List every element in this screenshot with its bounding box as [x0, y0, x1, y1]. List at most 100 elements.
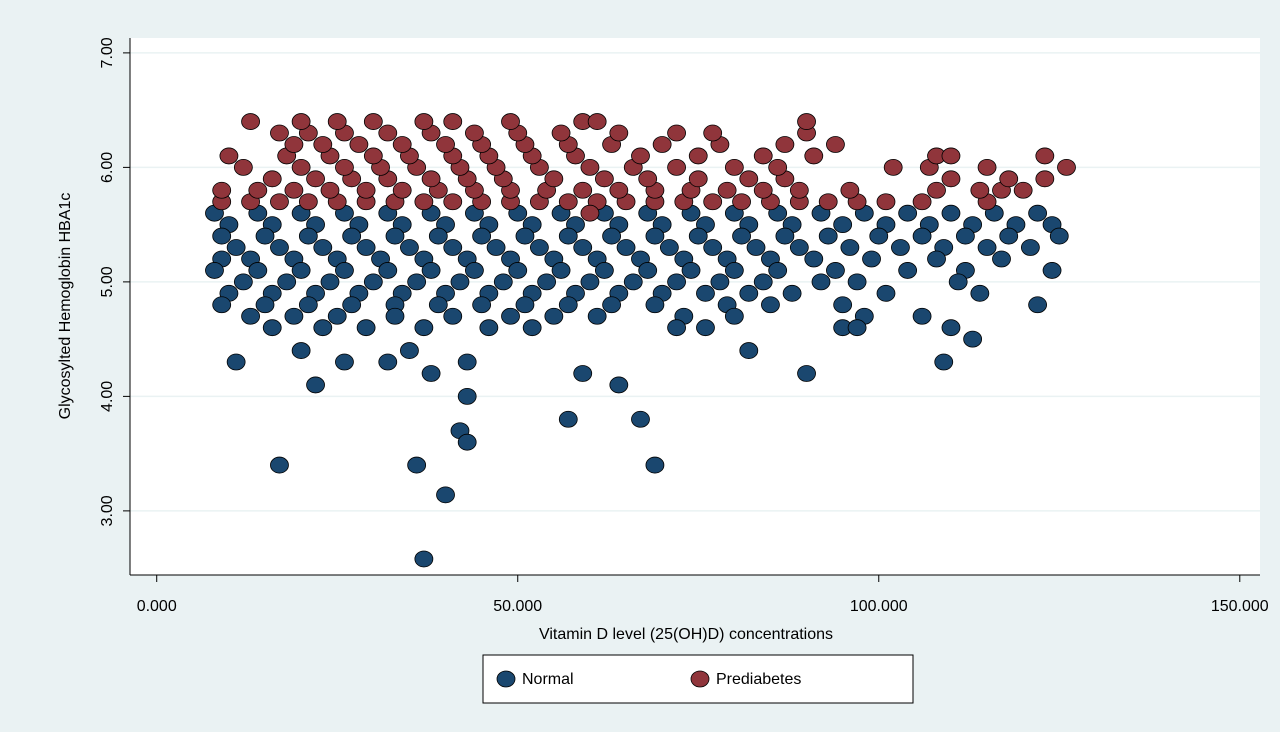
point	[248, 262, 268, 279]
point	[428, 227, 448, 245]
point	[782, 284, 802, 302]
plot-area	[130, 38, 1260, 575]
point	[638, 170, 658, 188]
point	[927, 181, 946, 199]
point	[327, 113, 347, 130]
point	[1013, 181, 1033, 199]
point	[414, 193, 434, 211]
point	[392, 181, 412, 199]
point	[999, 170, 1019, 188]
point	[219, 147, 239, 165]
point	[912, 193, 932, 211]
point	[414, 550, 434, 568]
point	[291, 342, 311, 359]
point	[876, 284, 896, 302]
point	[335, 262, 354, 279]
point	[291, 113, 311, 130]
point	[645, 456, 665, 474]
point	[226, 353, 246, 371]
point	[710, 273, 730, 291]
point	[551, 262, 571, 279]
point	[724, 262, 744, 279]
point	[811, 273, 831, 291]
point	[898, 204, 918, 222]
point	[1035, 147, 1055, 165]
point	[255, 227, 275, 245]
point	[688, 170, 708, 188]
point	[746, 239, 766, 256]
point	[616, 239, 636, 256]
point	[927, 250, 946, 268]
x-tick-label: 0.000	[137, 598, 177, 615]
point	[602, 296, 622, 314]
point	[970, 284, 990, 302]
point	[356, 181, 376, 199]
point	[205, 262, 224, 279]
point	[739, 170, 759, 188]
point	[414, 319, 434, 337]
point	[688, 227, 708, 245]
point	[1057, 158, 1076, 176]
point	[515, 227, 535, 245]
point	[212, 296, 232, 314]
point	[580, 204, 600, 222]
point	[544, 307, 564, 325]
x-tick-label: 50.000	[493, 598, 542, 615]
point	[529, 239, 549, 256]
x-tick-label: 150.000	[1211, 598, 1269, 615]
point	[486, 239, 506, 256]
point	[739, 284, 759, 302]
point	[335, 158, 354, 176]
point	[306, 170, 325, 188]
point	[818, 227, 838, 245]
point	[1042, 262, 1062, 279]
point	[515, 296, 535, 314]
point	[826, 136, 845, 153]
point	[667, 319, 686, 337]
point	[320, 273, 340, 291]
point	[1028, 204, 1048, 222]
point	[717, 181, 737, 199]
point	[493, 273, 513, 291]
point	[753, 181, 773, 199]
point	[703, 124, 723, 142]
point	[862, 250, 881, 268]
point	[912, 307, 932, 325]
point	[667, 158, 686, 176]
point	[298, 296, 318, 314]
point	[623, 273, 643, 291]
point	[472, 296, 492, 314]
point	[667, 273, 686, 291]
point	[963, 330, 983, 348]
point	[262, 319, 282, 337]
point	[609, 376, 629, 394]
legend-label: Normal	[522, 671, 574, 688]
point	[378, 353, 398, 371]
point	[840, 181, 860, 199]
point	[573, 181, 593, 199]
point	[356, 319, 376, 337]
point	[703, 239, 723, 256]
point	[818, 193, 838, 211]
point	[457, 353, 477, 371]
point	[1049, 227, 1069, 245]
point	[956, 227, 975, 245]
point	[544, 170, 564, 188]
point	[941, 204, 961, 222]
point	[804, 147, 824, 165]
point	[262, 170, 282, 188]
point	[573, 239, 593, 256]
point	[313, 319, 333, 337]
point	[421, 262, 441, 279]
point	[400, 342, 419, 359]
point	[335, 353, 354, 371]
point	[941, 147, 961, 165]
point	[703, 193, 723, 211]
point	[342, 296, 362, 314]
point	[385, 307, 405, 325]
point	[313, 136, 333, 153]
point	[797, 365, 816, 382]
point	[609, 181, 629, 199]
point	[797, 113, 816, 130]
point	[580, 273, 600, 291]
